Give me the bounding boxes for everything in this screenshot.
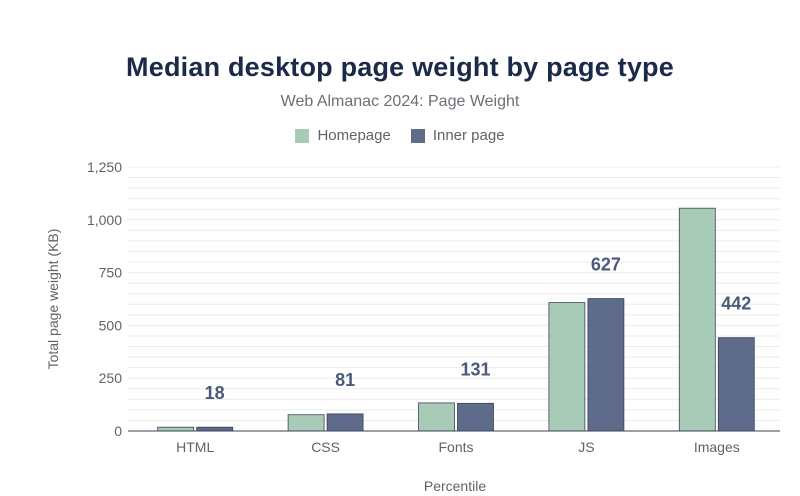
legend-label-inner-page: Inner page [432,127,505,144]
legend-label-homepage: Homepage [317,127,391,144]
bar-inner-page-fonts [457,402,494,432]
x-tick-label: HTML [176,439,214,455]
y-tick-label: 1,000 [87,212,122,228]
bar-inner-page-css [326,413,364,432]
chart-subtitle: Web Almanac 2024: Page Weight [280,93,520,110]
y-tick-labels: 0 250 500 750 1,000 1,250 [87,159,122,439]
x-tick-label: CSS [311,439,340,455]
y-tick-label: 1,250 [87,159,122,175]
y-tick-label: 250 [99,370,123,386]
x-tick-label: JS [578,439,594,455]
y-tick-label: 500 [99,317,123,333]
y-tick-label: 0 [114,423,122,439]
value-label: 442 [721,294,751,314]
bar-inner-page-js [587,298,625,432]
bar-homepage-css [287,414,325,432]
x-tick-label: Fonts [438,439,473,455]
y-axis-label: Total page weight (KB) [45,229,61,370]
legend: Homepage Inner page [0,127,800,144]
legend-item-inner-page[interactable]: Inner page [410,127,505,144]
chart-title: Median desktop page weight by page type [126,52,674,82]
legend-item-homepage[interactable]: Homepage [295,127,391,144]
value-label: 131 [460,359,490,379]
grid-lines [128,166,780,421]
x-axis-label: Percentile [424,478,486,494]
value-label: 627 [591,255,621,275]
bar-homepage-html [157,426,195,432]
bar-homepage-images [678,207,716,432]
legend-swatch-inner-page [410,128,425,143]
bars [157,207,755,432]
value-label: 81 [335,370,355,390]
value-label: 18 [205,383,225,403]
bar-homepage-js [548,302,586,432]
bar-homepage-fonts [418,402,455,432]
bar-inner-page-html [196,426,234,432]
x-tick-labels: HTML CSS Fonts JS Images [176,439,740,455]
legend-swatch-homepage [295,128,310,143]
x-tick-label: Images [694,439,740,455]
bar-inner-page-images [717,337,755,432]
y-tick-label: 750 [99,265,123,281]
value-labels: 18 81 131 627 442 [205,255,752,404]
